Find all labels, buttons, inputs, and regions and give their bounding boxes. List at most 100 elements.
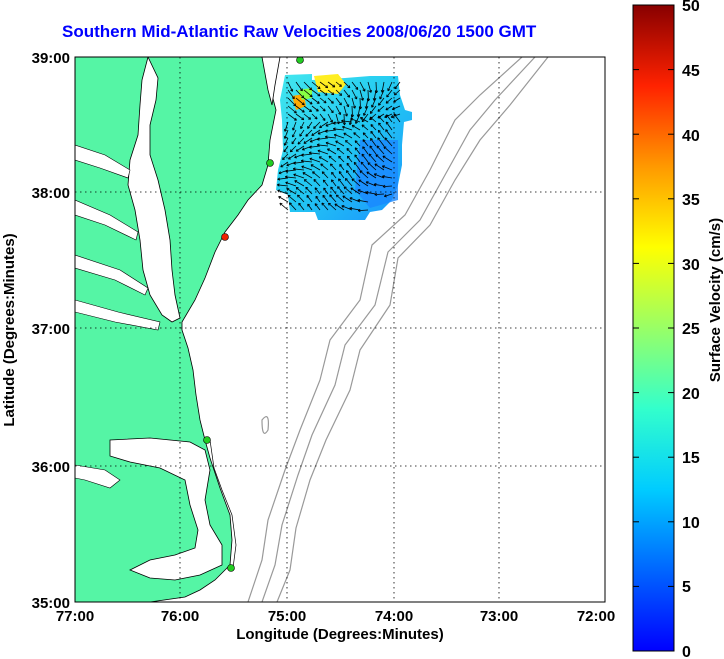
velocity-arrow — [321, 202, 329, 211]
velocity-arrow-head — [318, 100, 320, 104]
velocity-arrow — [293, 168, 305, 171]
velocity-arrow — [361, 113, 369, 123]
velocity-arrow-head — [332, 92, 335, 95]
velocity-arrow-head — [328, 202, 330, 206]
velocity-arrow-head — [358, 179, 361, 183]
velocity-arrow — [355, 113, 361, 124]
y-tick-label: 37:00 — [32, 321, 70, 338]
velocity-arrow — [328, 155, 337, 163]
velocity-arrow — [277, 177, 289, 180]
velocity-arrow-head — [317, 150, 320, 153]
velocity-arrow — [357, 199, 369, 203]
colorbar-tick-label: 10 — [682, 515, 700, 532]
velocity-arrow — [367, 89, 369, 102]
velocity-arrow-head — [362, 120, 365, 123]
x-axis-label: Longitude (Degrees:Minutes) — [236, 626, 444, 643]
velocity-arrow — [350, 118, 361, 123]
velocity-arrow — [333, 128, 345, 131]
velocity-arrow — [304, 179, 313, 187]
velocity-arrow — [338, 171, 345, 179]
velocity-arrow — [382, 165, 393, 171]
velocity-arrow — [303, 97, 313, 105]
velocity-arrow-head — [278, 196, 281, 199]
velocity-arrow-head — [294, 103, 297, 106]
velocity-arrow — [394, 89, 401, 96]
velocity-arrow — [342, 126, 353, 131]
velocity-arrow-head — [327, 148, 329, 152]
velocity-arrow — [328, 202, 337, 211]
grid-lines — [75, 57, 605, 602]
velocity-arrow — [309, 152, 321, 155]
velocity-arrow — [343, 186, 353, 195]
velocity-arrow — [375, 81, 377, 93]
velocity-arrow-head — [287, 195, 290, 198]
velocity-arrow-head — [382, 186, 386, 189]
velocity-field — [276, 74, 412, 220]
velocity-arrow — [379, 89, 385, 100]
velocity-arrow — [287, 81, 293, 92]
velocity-arrow-head — [318, 86, 321, 89]
velocity-arrow — [277, 190, 289, 195]
velocity-arrow-head — [351, 125, 354, 128]
velocity-arrow — [392, 105, 401, 110]
velocity-arrow-head — [335, 140, 338, 144]
station-marker — [203, 436, 211, 444]
velocity-arrow — [282, 153, 289, 160]
velocity-arrow-head — [371, 105, 375, 108]
velocity-arrow-head — [353, 132, 355, 136]
velocity-arrow-head — [382, 155, 385, 159]
velocity-arrow — [327, 89, 335, 96]
velocity-arrow-head — [368, 98, 371, 102]
velocity-arrow-head — [293, 162, 296, 165]
velocity-arrow-head — [384, 196, 387, 198]
velocity-arrow-head — [320, 163, 322, 167]
velocity-arrow — [385, 105, 393, 111]
velocity-arrow-head — [361, 124, 364, 128]
velocity-arrow-head — [311, 94, 313, 97]
velocity-arrow — [383, 146, 393, 155]
velocity-arrow — [298, 202, 305, 211]
colorbar-tick-label: 20 — [682, 386, 700, 403]
velocity-arrow — [285, 169, 297, 172]
velocity-arrow — [334, 203, 345, 211]
map-title: Southern Mid-Atlantic Raw Velocities 200… — [62, 22, 537, 41]
velocity-arrow-head — [341, 120, 344, 123]
velocity-arrow-head — [342, 126, 345, 129]
velocity-arrow-head — [332, 123, 336, 125]
velocity-arrow — [343, 105, 348, 117]
velocity-arrow-head — [386, 95, 390, 98]
velocity-arrow-head — [295, 187, 298, 190]
velocity-arrow-head — [316, 144, 320, 147]
velocity-arrow — [351, 105, 353, 118]
velocity-arrow — [370, 138, 377, 147]
velocity-arrow-head — [277, 184, 280, 187]
velocity-arrow — [295, 187, 305, 195]
velocity-arrow — [293, 174, 305, 179]
velocity-arrow-head — [369, 116, 372, 120]
x-tick-label: 72:00 — [577, 608, 615, 625]
velocity-arrow — [363, 105, 369, 116]
x-tick-label: 76:00 — [161, 608, 199, 625]
velocity-arrow — [365, 97, 369, 109]
velocity-arrow-head — [310, 87, 312, 90]
velocity-arrow — [295, 97, 305, 106]
velocity-arrow — [373, 89, 377, 101]
velocity-arrow — [346, 162, 353, 171]
velocity-arrow-head — [312, 171, 314, 175]
velocity-arrow-head — [381, 165, 385, 169]
velocity-arrow — [292, 129, 297, 138]
velocity-arrow — [295, 105, 305, 113]
velocity-arrow — [305, 129, 313, 137]
velocity-arrow — [303, 81, 312, 91]
velocity-arrow — [359, 81, 366, 92]
velocity-arrow — [359, 89, 364, 101]
velocity-arrow — [325, 129, 337, 132]
velocity-arrow-head — [333, 134, 337, 137]
velocity-arrow-head — [324, 136, 328, 139]
velocity-arrow — [349, 197, 361, 203]
velocity-arrow-head — [324, 100, 327, 104]
velocity-arrow — [346, 170, 353, 179]
velocity-arrow-head — [360, 106, 363, 110]
velocity-arrow — [362, 132, 369, 139]
velocity-arrow — [338, 155, 345, 163]
